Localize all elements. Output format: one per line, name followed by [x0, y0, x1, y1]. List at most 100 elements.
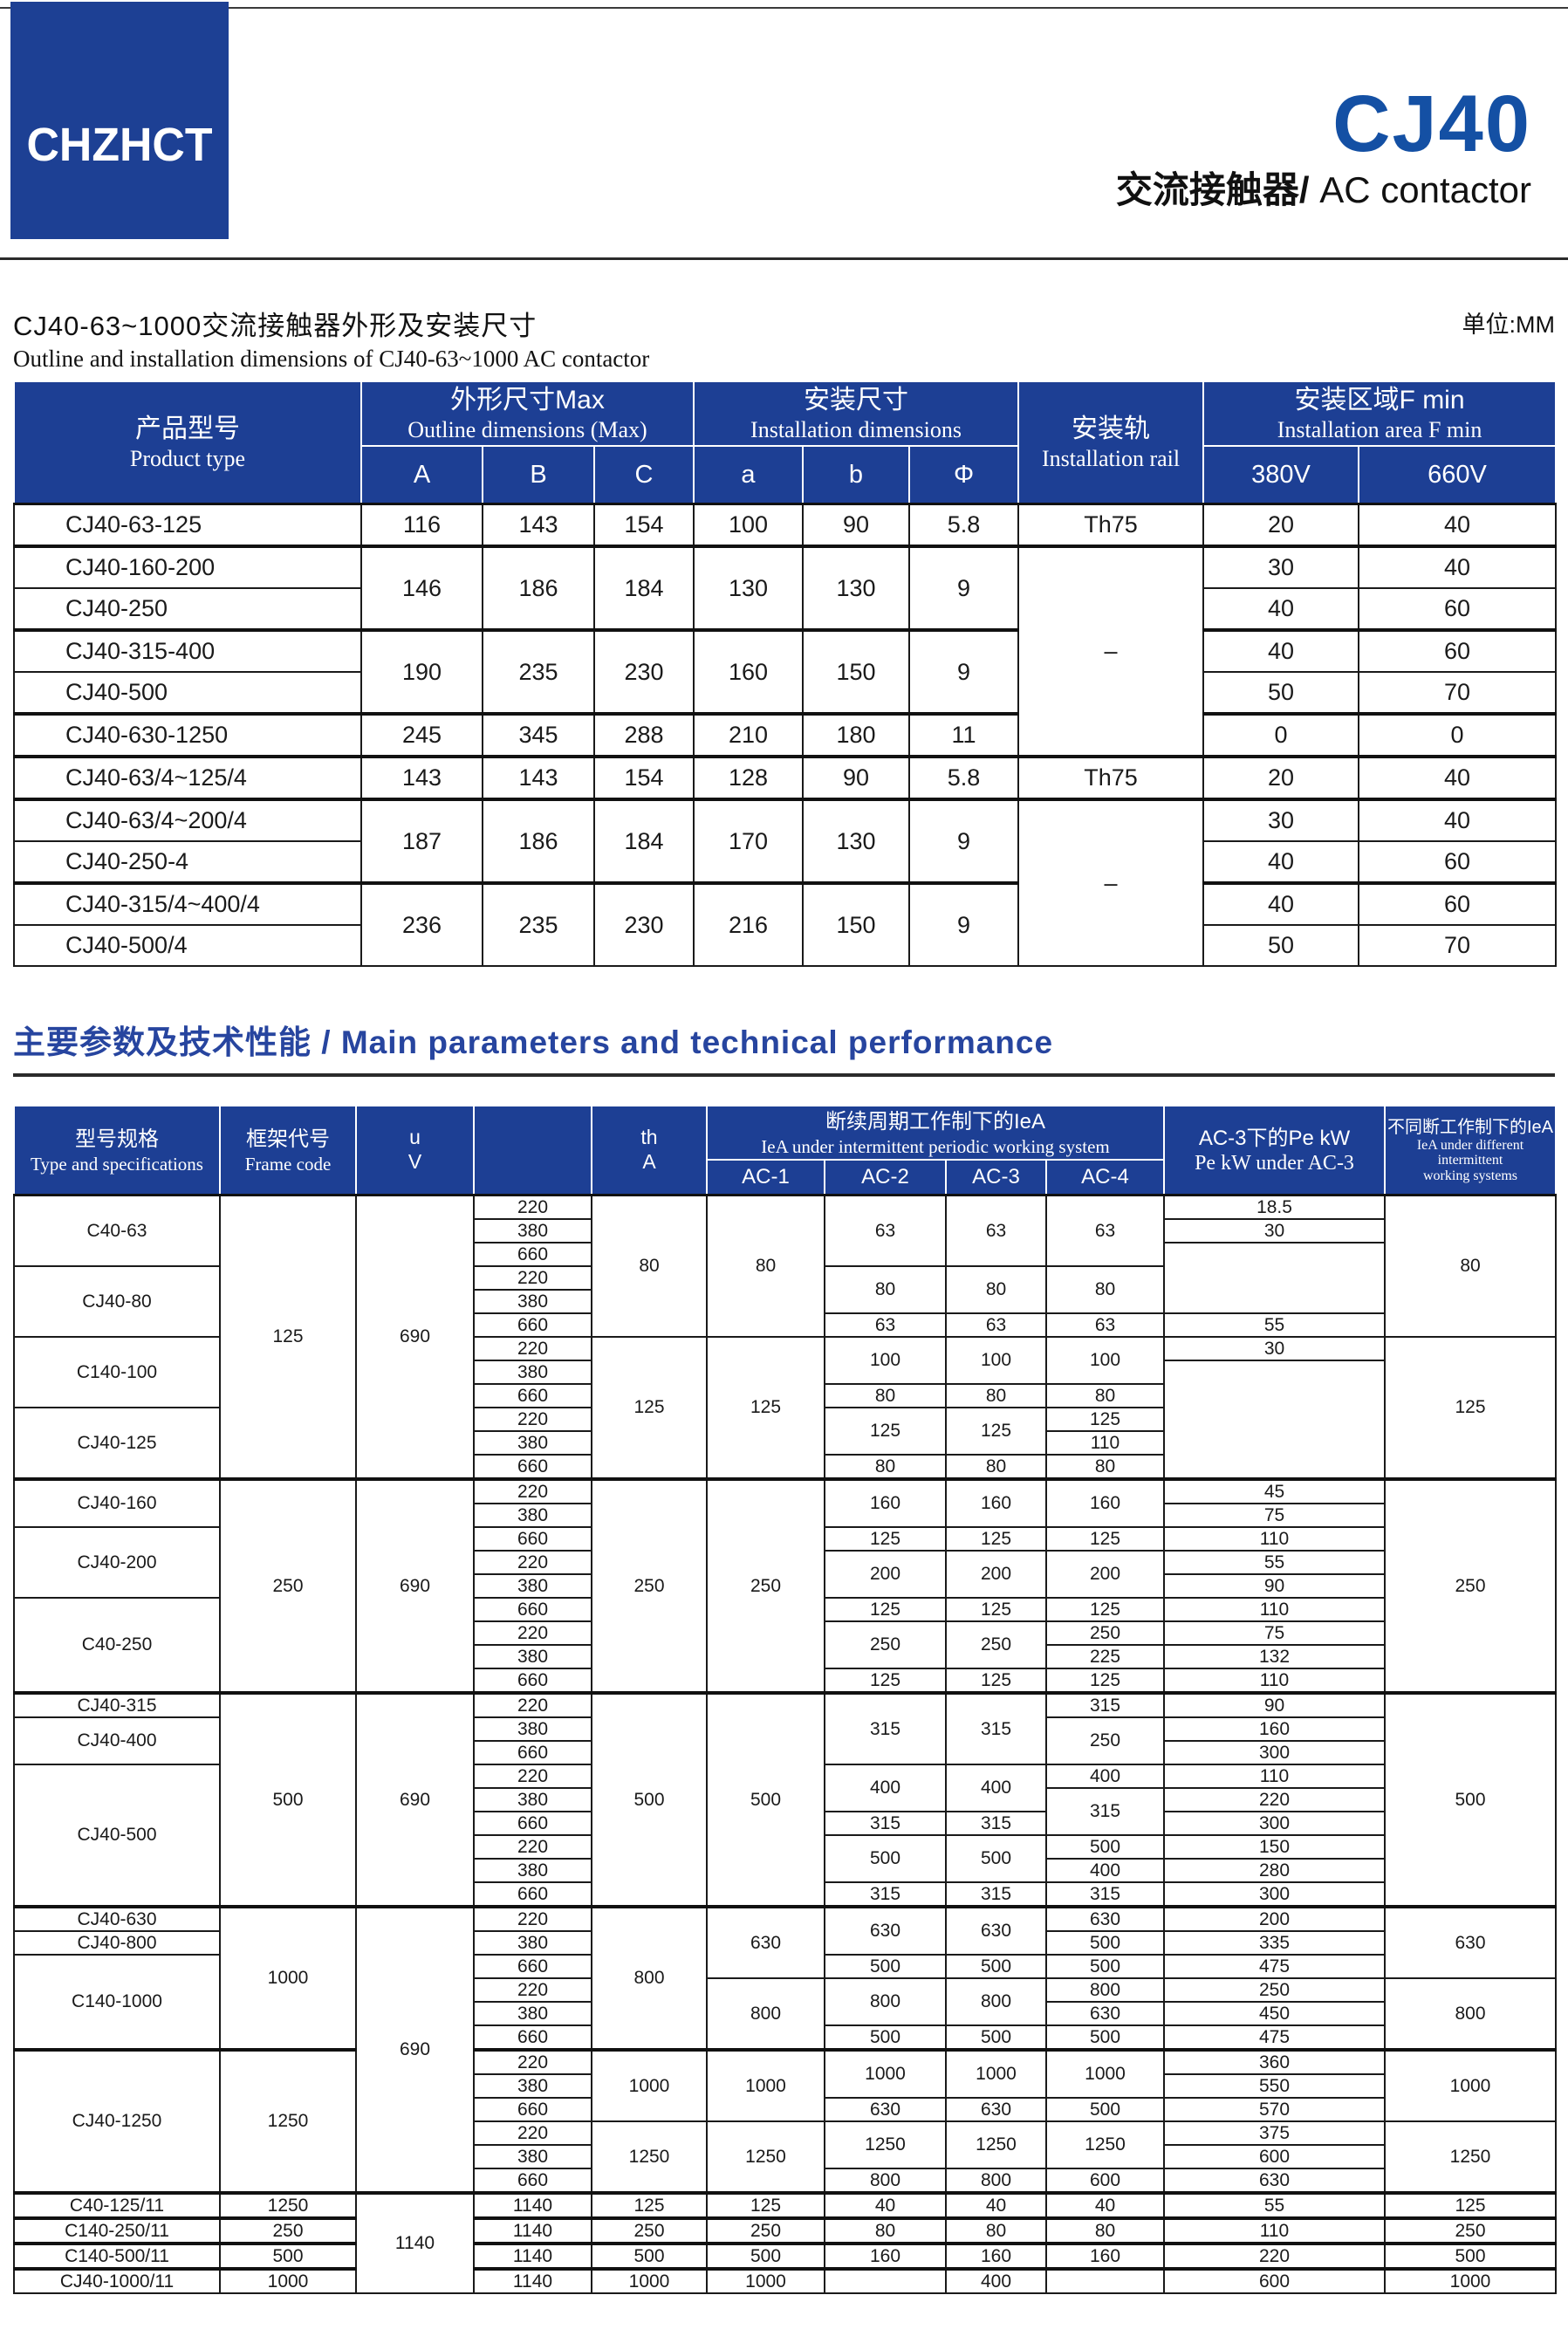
parameters-table-cell: 690 [355, 1477, 475, 1694]
parameters-table-cell: 1250 [1045, 2120, 1165, 2169]
table-row: CJ40-500/4 50 70 [13, 924, 1558, 967]
parameters-table-cell: 55 [1163, 2191, 1386, 2219]
outline-table-cell: 143 [482, 755, 595, 800]
outline-table-cell: 154 [593, 755, 695, 800]
outline-table-cell: 9 [907, 798, 1020, 884]
table-row: C140-1000 660 500 500 500 475 [13, 1954, 1556, 2051]
parameters-table-cell: 40 [945, 2191, 1047, 2219]
parameters-table-cell: 250 [591, 1477, 708, 1694]
product-code: CJ40 [1332, 79, 1531, 168]
parameters-table-cell: 250 [1045, 1716, 1165, 1765]
parameters-table-cell: 570 [1163, 2097, 1386, 2122]
parameters-table-cell: 1140 [473, 2216, 592, 2244]
parameters-table-cell: 280 [1163, 1858, 1386, 1883]
outline-table-cell: 245 [360, 712, 483, 757]
table-row: 380 30 [14, 1218, 1556, 1243]
parameters-table-cell: 660 [473, 1242, 592, 1267]
parameters-table-cell: 110 [1045, 1430, 1165, 1456]
parameters-table-cell: 600 [1163, 2144, 1386, 2169]
parameters-table-cell: 30 [1163, 1336, 1386, 1361]
parameters-table-cell: 220 [473, 1194, 592, 1220]
parameters-table-cell: 690 [355, 1691, 475, 1908]
section2-rule [13, 1073, 1555, 1077]
parameters-table-cell: 160 [1163, 1716, 1386, 1742]
outline-table-cell: 11 [907, 712, 1020, 757]
th-dim-b: b [802, 445, 910, 505]
outline-table-cell: 186 [482, 545, 595, 631]
table-row: 380 [14, 1360, 1556, 1480]
datasheet-page: CHZHCT CJ40 交流接触器/ AC contactor CJ40-63~… [0, 2, 1568, 2294]
parameters-table-cell: 475 [1163, 1954, 1386, 1979]
table-row: C40-63 125 690 220 80 80 63 63 63 18.5 80 [13, 1194, 1557, 1480]
parameters-table-cell: 660 [473, 1668, 592, 1694]
outline-table-cell: 184 [593, 798, 695, 884]
table-row: CJ40-800 380 500 335 [13, 1930, 1556, 1956]
th-product-type: 产品型号 Product type [13, 380, 362, 505]
parameters-table-cell: 500 [1045, 2097, 1165, 2122]
parameters-table-cell: 200 [1163, 1905, 1386, 1932]
table-row: CJ40-160-200 146 186 184 130 130 9–30 40 [13, 545, 1558, 757]
outline-table-cell: 146 [360, 545, 483, 631]
outline-table-cell: 186 [482, 798, 595, 884]
parameters-table-cell: 380 [473, 1430, 592, 1456]
outline-table-cell: 60 [1358, 881, 1558, 926]
outline-table-cell: 40 [1358, 798, 1558, 842]
table-row: 660 500 500 500 475 [14, 2024, 1556, 2051]
parameters-table-cell: 220 [473, 1691, 592, 1718]
outline-table-cell: CJ40-500/4 [13, 924, 362, 967]
parameters-table-cell: 500 [824, 2024, 947, 2051]
parameters-table-cell: 80 [1045, 1383, 1165, 1408]
table-row: CJ40-315/4~400/4 236 235 230 216 150 9 40 60 [13, 881, 1558, 967]
table-row: 660 630 630 500 570 [14, 2097, 1556, 2122]
outline-table-cell: 50 [1202, 924, 1360, 967]
table-row: 220 1250 1250 1250 1250 1250 375 1250 [14, 2120, 1557, 2194]
th-type-specifications: 型号规格 Type and specifications [13, 1105, 221, 1196]
outline-table-cell: – [1017, 545, 1205, 757]
main-parameters-table: 型号规格 Type and specifications 框架代号 Frame … [13, 1105, 1557, 2294]
parameters-table-cell: C40-125/11 [13, 2191, 221, 2219]
parameters-table-cell: 63 [1045, 1312, 1165, 1338]
th-dim-C: C [593, 445, 695, 505]
th-iea-different: 不同断工作制下的IeA IeA under different intermit… [1384, 1105, 1557, 1196]
table-row: 380 75 [14, 1503, 1556, 1528]
outline-table-cell: CJ40-63/4~125/4 [13, 755, 362, 800]
parameters-table-cell: 220 [473, 1550, 592, 1575]
outline-table-cell: Th75 [1017, 503, 1205, 547]
parameters-table-cell: 75 [1163, 1620, 1386, 1646]
parameters-table-cell: C140-250/11 [13, 2216, 221, 2244]
outline-table-cell: 230 [593, 628, 695, 715]
table-row: CJ40-160 250 690 220 250 250 160 160 160 45 250 [13, 1477, 1557, 1694]
parameters-table-cell: 75 [1163, 1503, 1386, 1528]
parameters-table-cell: 690 [355, 1905, 475, 2194]
outline-table-cell: 184 [593, 545, 695, 631]
outline-table-cell: 30 [1202, 545, 1360, 589]
parameters-table-cell: 380 [473, 2144, 592, 2169]
parameters-table-cell: 1000 [706, 2267, 825, 2294]
parameters-table-cell: 380 [473, 2001, 592, 2026]
th-installation-rail: 安装轨 Installation rail [1017, 380, 1205, 505]
parameters-table-cell: 250 [591, 2216, 708, 2244]
parameters-table-cell: 500 [1045, 1834, 1165, 1860]
table-row: 220 200 200 200 55 [14, 1550, 1556, 1599]
outline-table-cell: 130 [693, 545, 804, 631]
parameters-table-cell: 1250 [824, 2120, 947, 2169]
parameters-table-cell: 475 [1163, 2024, 1386, 2051]
parameters-table-cell: 500 [1384, 2242, 1557, 2270]
parameters-table-cell: 800 [1384, 1977, 1557, 2051]
parameters-table-cell: 110 [1163, 1668, 1386, 1694]
parameters-table-cell [1045, 2267, 1165, 2294]
parameters-table-cell: CJ40-500 [13, 1764, 221, 1908]
outline-table-cell: 20 [1202, 755, 1360, 800]
outline-table-cell: 60 [1358, 840, 1558, 884]
parameters-table-cell: 400 [1045, 1764, 1165, 1789]
parameters-table-cell: 90 [1163, 1573, 1386, 1599]
parameters-table-cell: 160 [1045, 2242, 1165, 2270]
parameters-table-cell: 80 [824, 1454, 947, 1480]
parameters-table-cell: 660 [473, 2168, 592, 2194]
parameters-table-cell: 315 [824, 1881, 947, 1908]
parameters-table-cell: 160 [945, 1477, 1047, 1528]
parameters-table-cell: 125 [591, 2191, 708, 2219]
th-ac3: AC-3 [945, 1159, 1047, 1196]
parameters-table-cell: 660 [473, 2097, 592, 2122]
parameters-table-cell: 630 [1045, 1905, 1165, 1932]
